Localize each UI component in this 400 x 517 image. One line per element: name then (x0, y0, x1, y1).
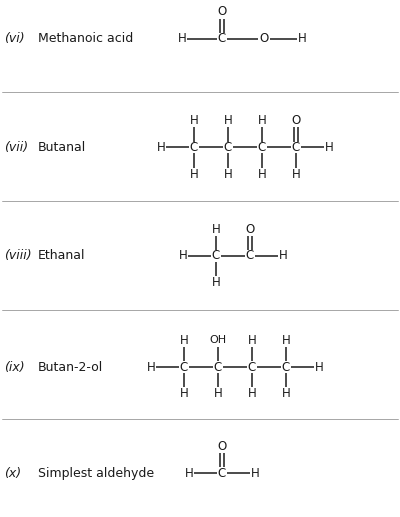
Text: Methanoic acid: Methanoic acid (38, 32, 133, 45)
Text: OH: OH (210, 335, 226, 345)
Text: H: H (157, 141, 166, 154)
Text: H: H (180, 387, 188, 401)
Text: H: H (314, 360, 323, 374)
Text: H: H (185, 466, 194, 480)
Text: Butanal: Butanal (38, 141, 86, 154)
Text: H: H (298, 32, 306, 45)
Text: (viii): (viii) (4, 249, 32, 263)
Text: H: H (190, 168, 198, 181)
Text: H: H (282, 333, 290, 347)
Text: H: H (292, 168, 300, 181)
Text: C: C (180, 360, 188, 374)
Text: C: C (190, 141, 198, 154)
Text: (x): (x) (4, 466, 21, 480)
Text: H: H (179, 249, 188, 263)
Text: H: H (248, 333, 256, 347)
Text: C: C (258, 141, 266, 154)
Text: Ethanal: Ethanal (38, 249, 86, 263)
Text: C: C (214, 360, 222, 374)
Text: O: O (217, 439, 227, 453)
Text: (ix): (ix) (4, 360, 25, 374)
Text: Butan-2-ol: Butan-2-ol (38, 360, 103, 374)
Text: (vi): (vi) (4, 32, 25, 45)
Text: H: H (214, 387, 222, 401)
Text: C: C (212, 249, 220, 263)
Text: H: H (212, 276, 220, 290)
Text: H: H (282, 387, 290, 401)
Text: C: C (218, 466, 226, 480)
Text: C: C (246, 249, 254, 263)
Text: C: C (282, 360, 290, 374)
Text: H: H (178, 32, 186, 45)
Text: H: H (324, 141, 333, 154)
Text: H: H (258, 168, 266, 181)
Text: (vii): (vii) (4, 141, 28, 154)
Text: H: H (147, 360, 156, 374)
Text: O: O (259, 32, 269, 45)
Text: C: C (248, 360, 256, 374)
Text: H: H (258, 114, 266, 127)
Text: H: H (190, 114, 198, 127)
Text: H: H (278, 249, 287, 263)
Text: C: C (224, 141, 232, 154)
Text: H: H (248, 387, 256, 401)
Text: H: H (250, 466, 259, 480)
Text: C: C (292, 141, 300, 154)
Text: H: H (224, 168, 232, 181)
Text: H: H (224, 114, 232, 127)
Text: O: O (217, 5, 227, 19)
Text: H: H (212, 222, 220, 236)
Text: O: O (245, 222, 255, 236)
Text: C: C (218, 32, 226, 45)
Text: O: O (291, 114, 301, 127)
Text: H: H (180, 333, 188, 347)
Text: Simplest aldehyde: Simplest aldehyde (38, 466, 154, 480)
